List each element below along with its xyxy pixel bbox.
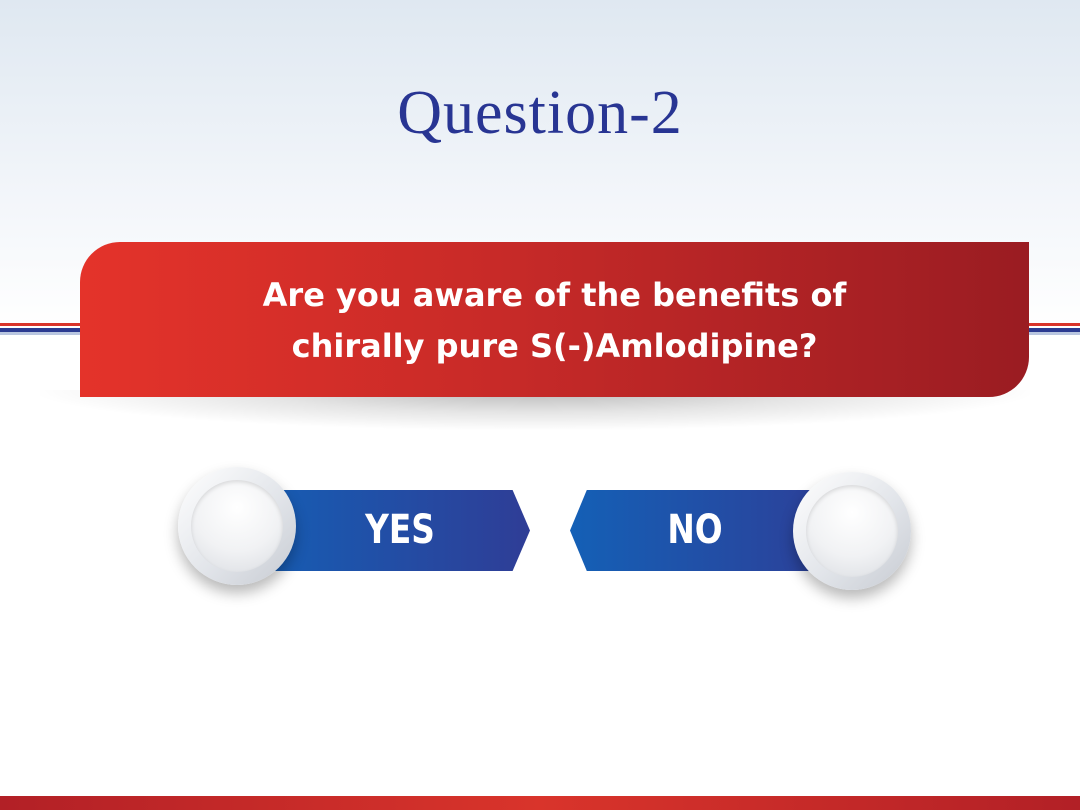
question-line-2: chirally pure S(-)Amlodipine?	[291, 327, 818, 365]
no-label: NO	[667, 507, 723, 553]
question-line-1: Are you aware of the benefits of	[262, 276, 847, 314]
question-banner	[80, 242, 1029, 397]
yes-radio-inner	[191, 480, 283, 572]
bottom-accent-bar	[0, 796, 1080, 810]
no-radio-inner	[806, 485, 898, 577]
yes-radio-circle[interactable]	[178, 467, 296, 585]
question-text: Are you aware of the benefits of chirall…	[80, 270, 1029, 372]
right-decorative-stripe	[980, 323, 1080, 335]
page-title: Question-2	[397, 79, 683, 147]
no-radio-circle[interactable]	[793, 472, 911, 590]
yes-label: YES	[365, 507, 435, 553]
left-decorative-stripe	[0, 323, 100, 335]
